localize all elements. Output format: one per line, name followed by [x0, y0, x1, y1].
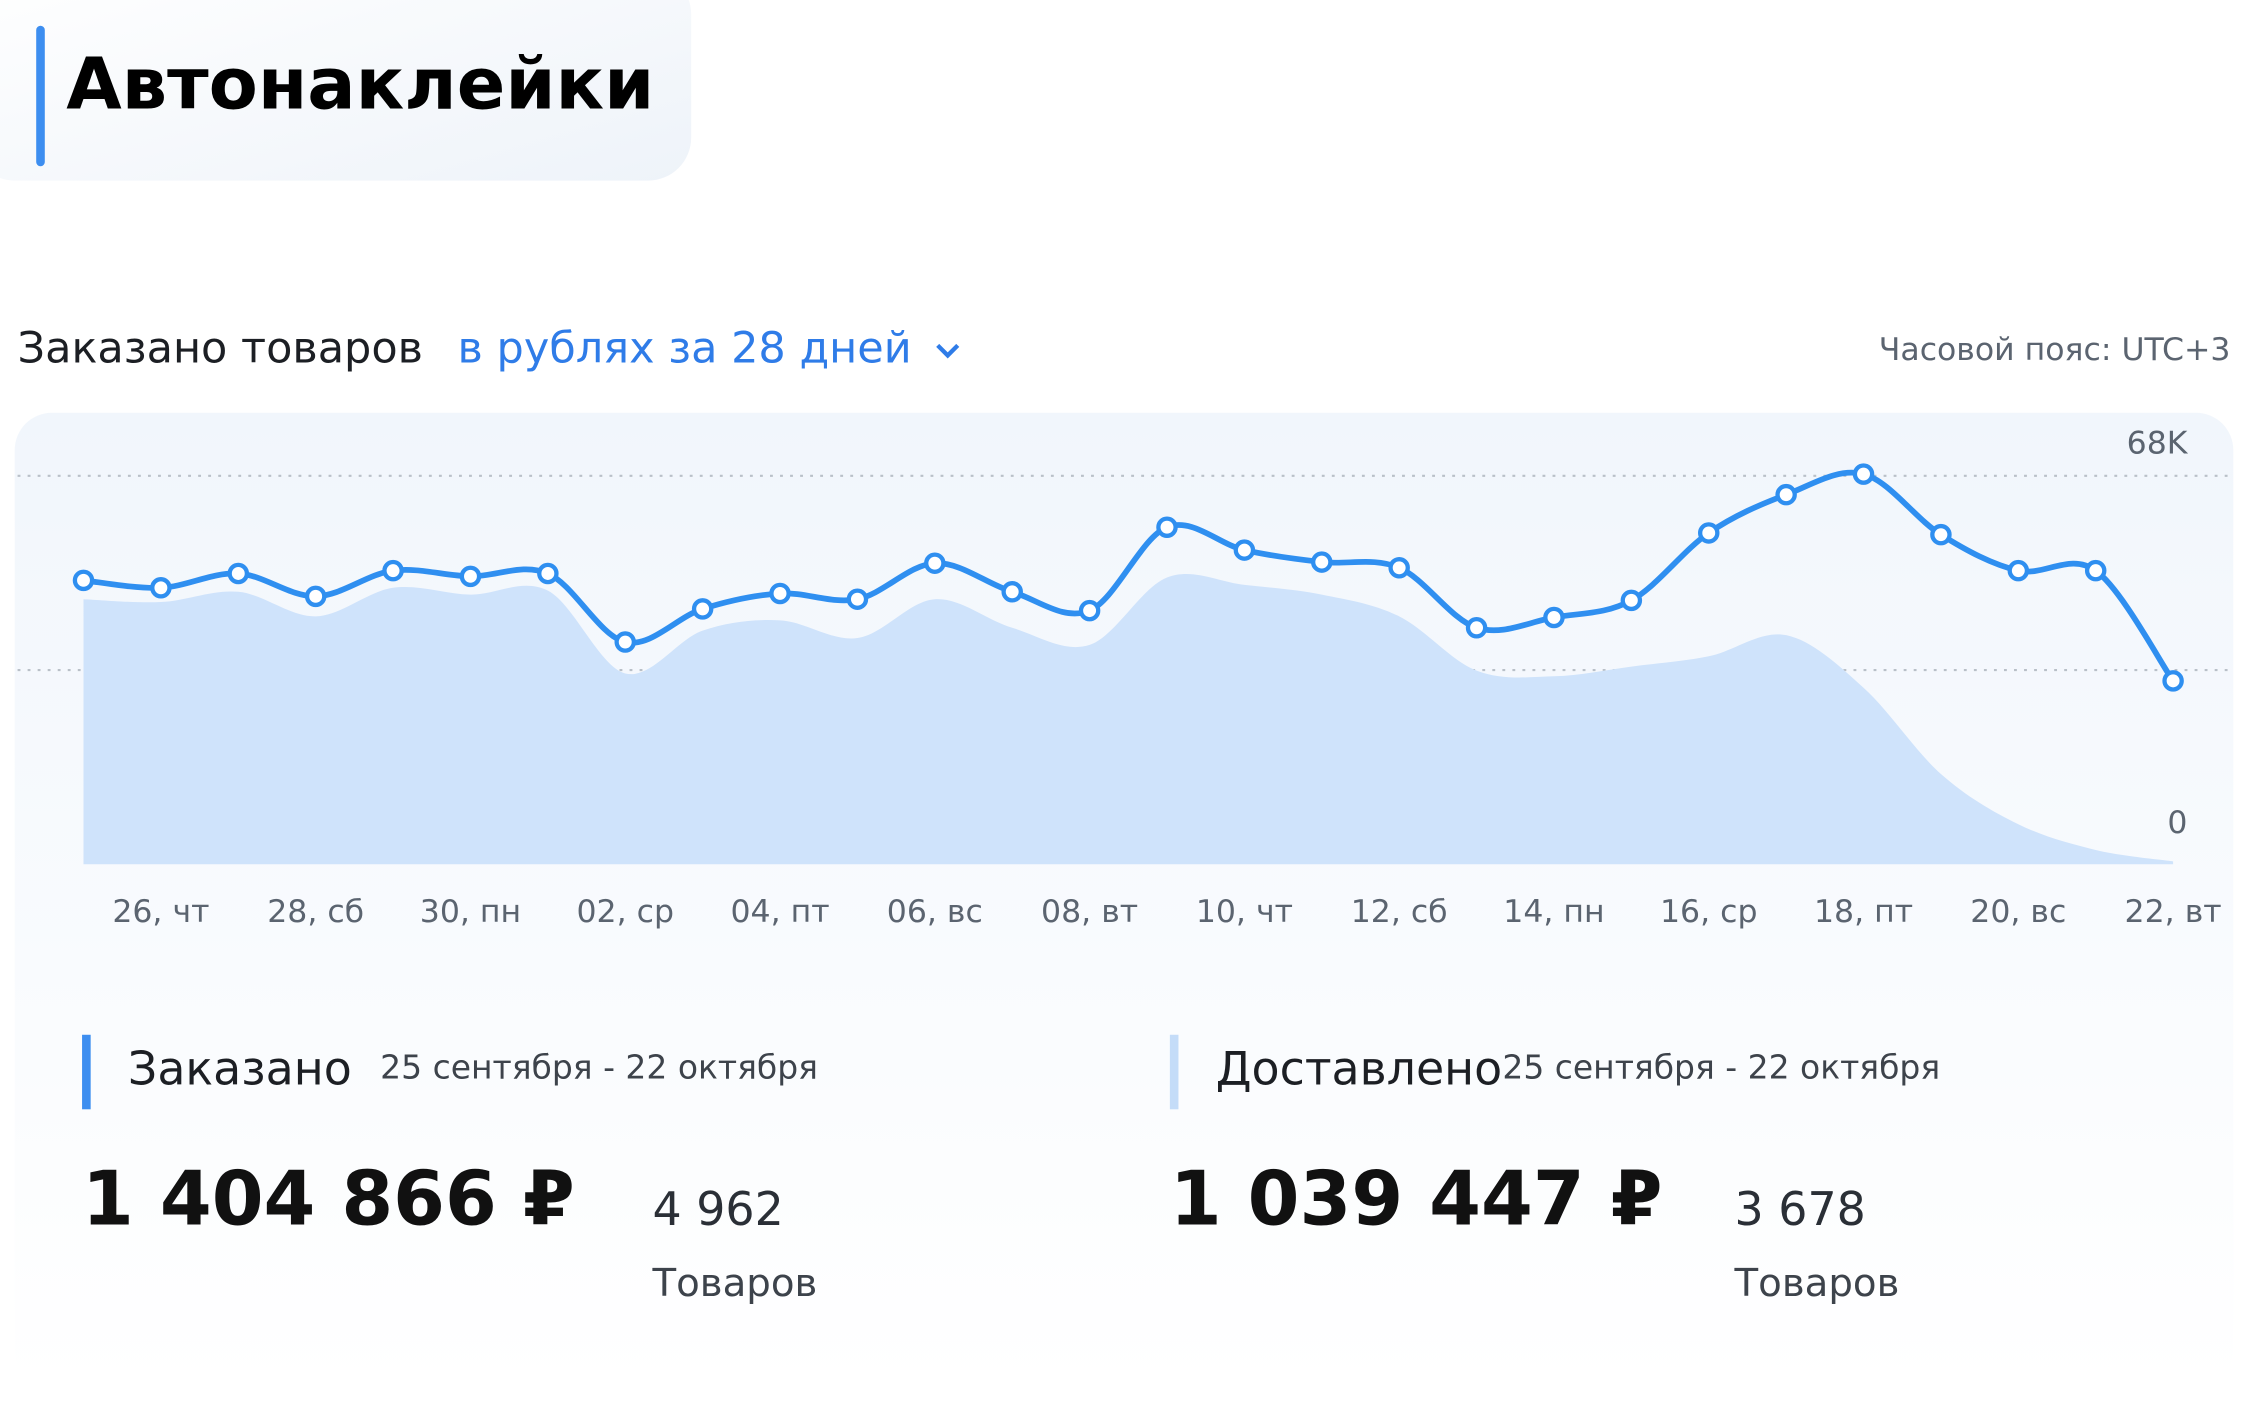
plot: 0 68K 26, чт 28, сб 30, пн 02, ср 04, пт 06, вс… — [17, 425, 2231, 930]
summary-amount: 1 039 447 ₽ — [1170, 1155, 1663, 1242]
x-tick-label: 12, сб — [1351, 894, 1448, 930]
summary-unit: Товаров — [1734, 1261, 1900, 1306]
x-tick-label: 18, пт — [1814, 894, 1913, 930]
timezone: Часовой пояс: UTC+3 — [1879, 332, 2231, 368]
x-tick-label: 28, сб — [267, 894, 364, 930]
summary-label: Заказано — [128, 1042, 352, 1096]
point — [1156, 516, 1178, 538]
point — [1233, 539, 1256, 561]
x-tick-label: 10, чт — [1196, 894, 1293, 930]
summary-period: 25 сентября - 22 октября — [380, 1048, 818, 1087]
point — [2007, 559, 2030, 582]
point — [72, 569, 95, 592]
summary-period: 25 сентября - 22 октября — [1502, 1048, 1940, 1087]
point — [691, 598, 714, 620]
x-tick-label: 30, пн — [420, 894, 521, 930]
point — [1852, 463, 1875, 485]
summary-count: 4 962 — [652, 1182, 783, 1236]
title-card — [0, 0, 692, 181]
summary-accent — [1169, 1034, 1179, 1110]
x-tick-label: 26, чт — [112, 894, 209, 930]
point — [846, 588, 869, 610]
point — [1001, 581, 1023, 603]
point — [304, 585, 327, 608]
point — [537, 562, 559, 585]
title-accent — [36, 25, 45, 167]
dropdown-chevron[interactable] — [936, 343, 960, 359]
x-tick-label: 04, пт — [730, 894, 829, 930]
summary-label: Доставлено — [1216, 1042, 1503, 1096]
point — [227, 562, 250, 585]
point — [614, 631, 636, 653]
page-title: Автонаклейки — [66, 41, 654, 125]
line — [83, 469, 2176, 683]
summary-accent — [82, 1034, 91, 1110]
summary: Заказано 25 сентября - 22 октября 1 404 86… — [82, 1034, 1940, 1306]
point — [1543, 606, 1565, 629]
y-tick-label: 68K — [2127, 425, 2189, 461]
point — [459, 565, 482, 588]
chart-title: Заказано товаров — [18, 324, 423, 374]
x-tick-label: 06, вс — [887, 894, 983, 930]
point — [924, 552, 946, 574]
x-tick-label: 02, ср — [577, 894, 674, 930]
x-tick-label: 22, вт — [2125, 894, 2222, 930]
summary-unit: Товаров — [651, 1261, 817, 1306]
point — [1388, 557, 1410, 579]
point — [1620, 589, 1643, 612]
x-tick-label: 20, вс — [1970, 894, 2066, 930]
y-tick-label: 0 — [2167, 805, 2187, 841]
point — [1078, 599, 1101, 622]
area — [83, 574, 2174, 865]
point — [1697, 522, 1720, 544]
point — [1930, 523, 1952, 546]
x-tick-label: 14, пн — [1503, 894, 1604, 930]
point — [382, 559, 404, 582]
x-tick-label: 08, вт — [1041, 894, 1138, 930]
point — [1465, 617, 1488, 639]
x-tick-label: 16, ср — [1660, 894, 1757, 930]
summary-count: 3 678 — [1735, 1182, 1866, 1236]
point — [2084, 559, 2107, 582]
period-selector[interactable]: в рублях за 28 дней — [458, 324, 912, 374]
point — [1775, 483, 1797, 506]
point — [150, 577, 172, 599]
point — [2162, 670, 2184, 692]
point — [1311, 551, 1333, 573]
summary-amount: 1 404 866 ₽ — [82, 1155, 575, 1242]
point — [769, 582, 791, 605]
